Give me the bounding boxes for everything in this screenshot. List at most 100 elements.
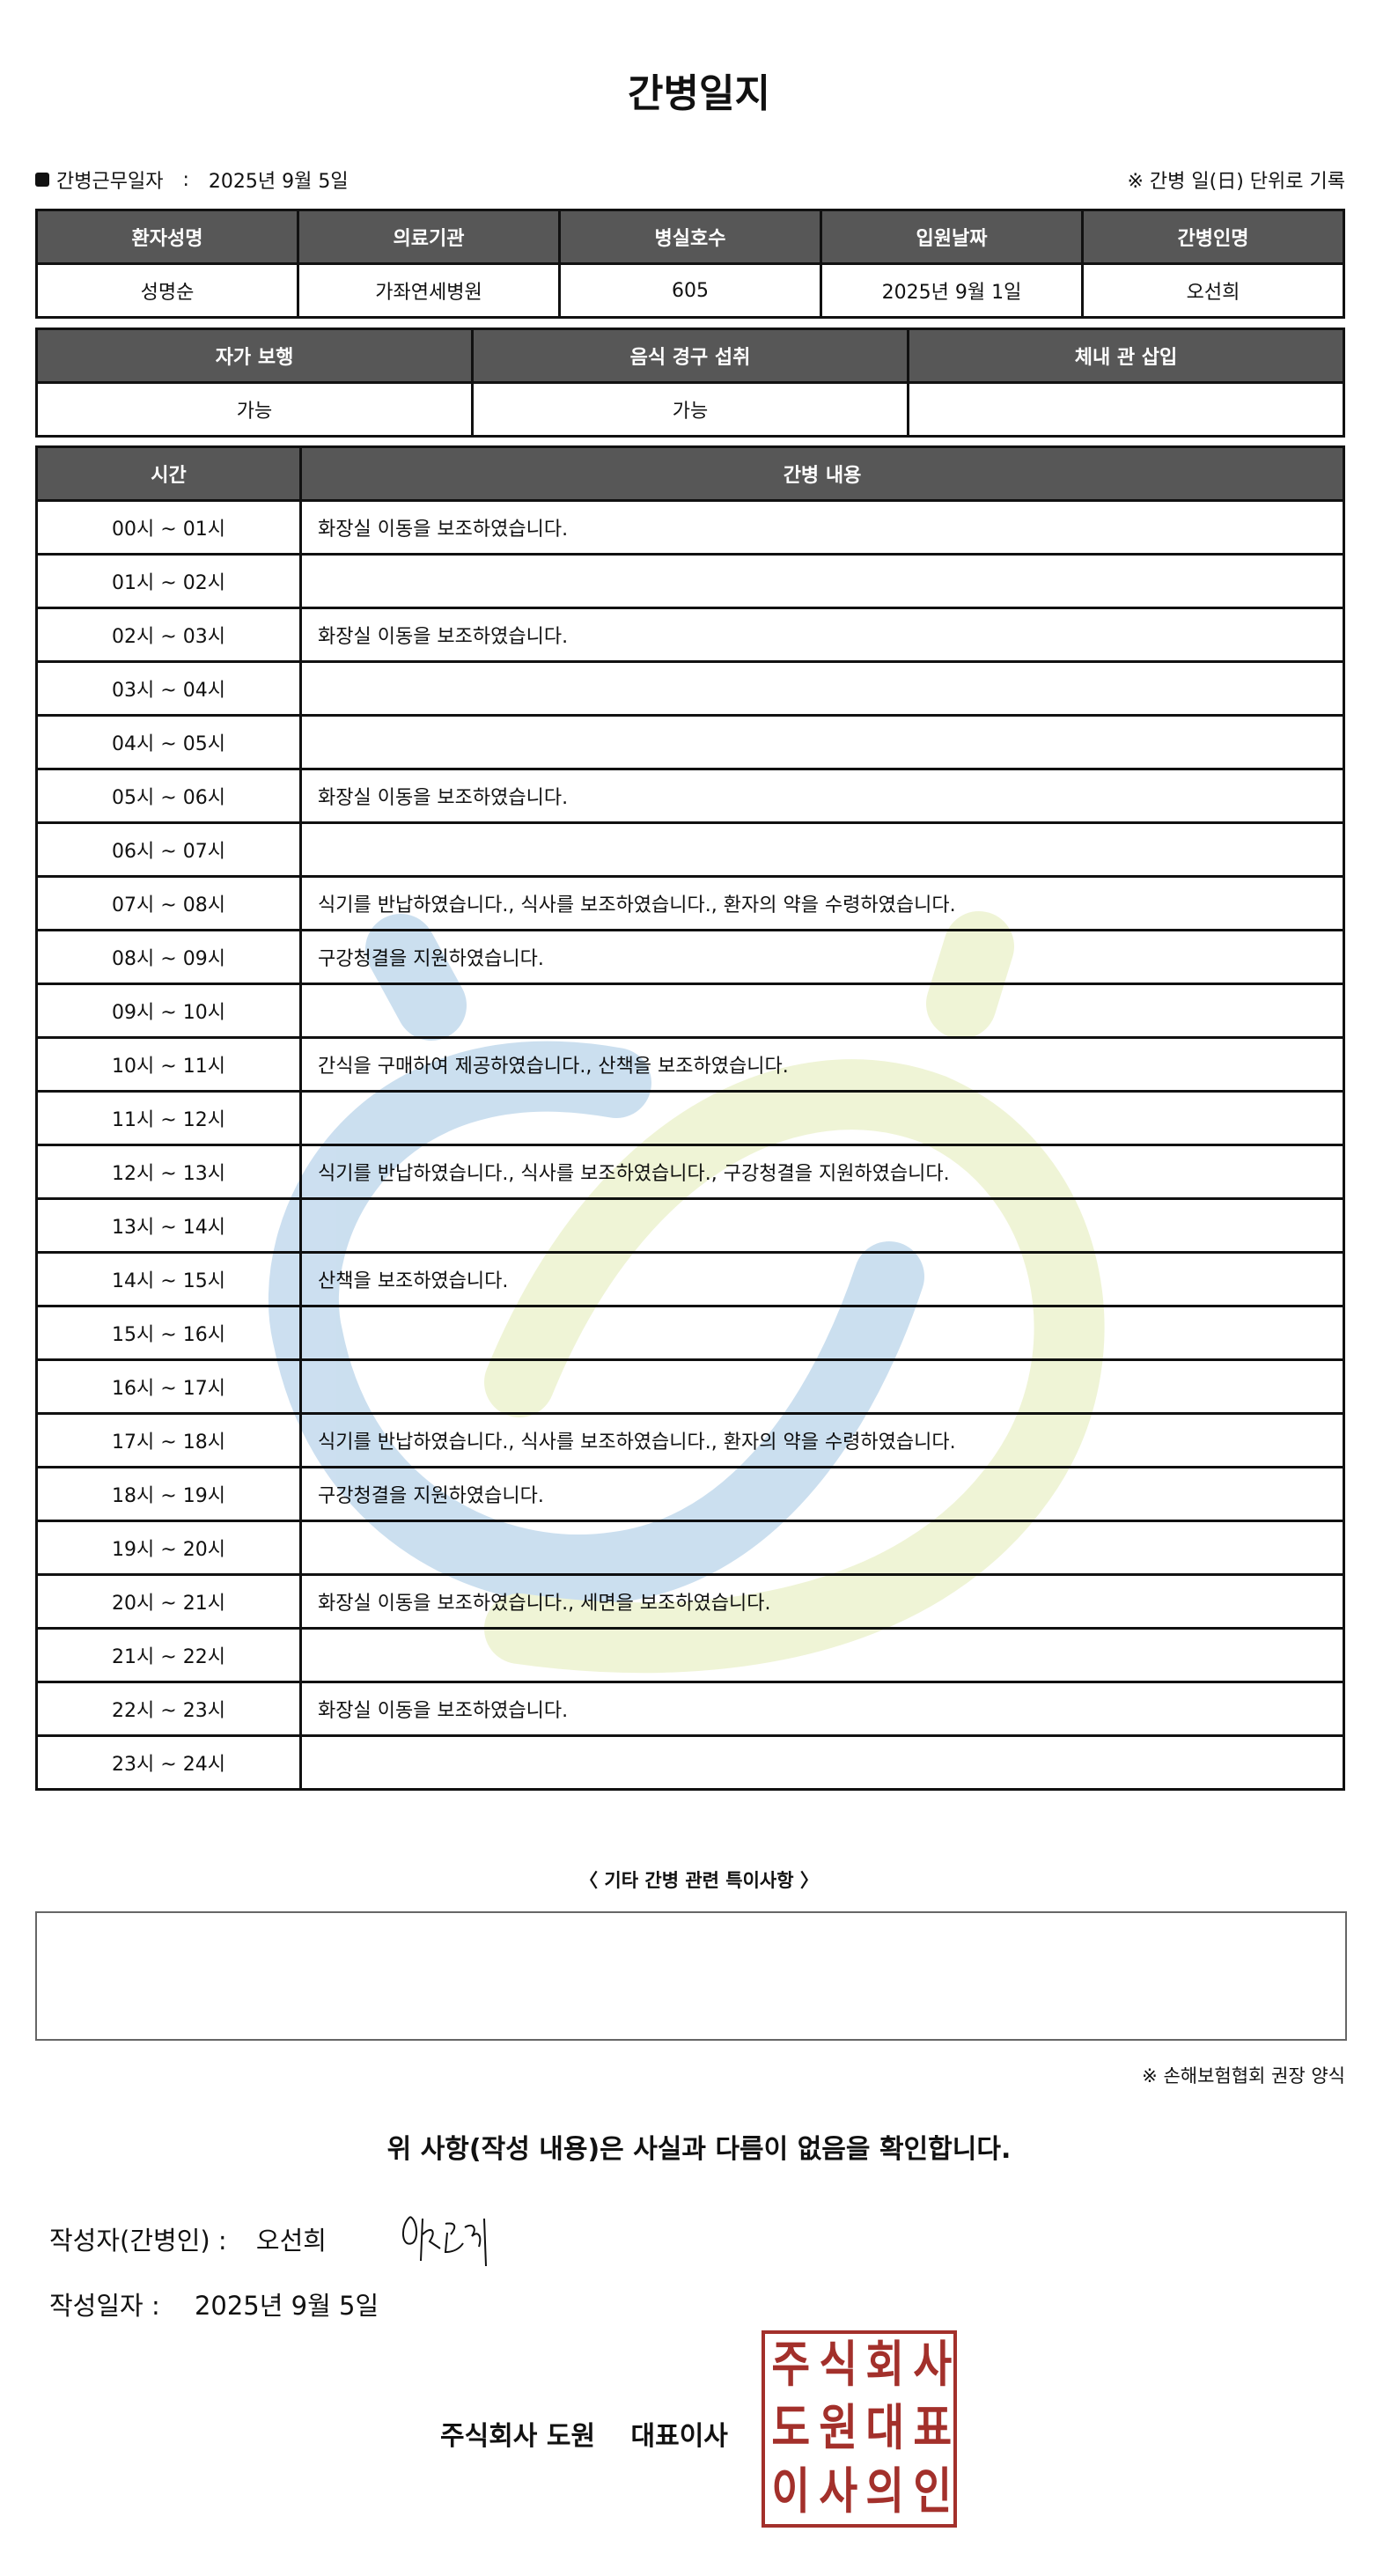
oral-intake-value: 가능 bbox=[471, 381, 909, 438]
header-walking: 자가 보행 bbox=[35, 328, 474, 384]
stamp-character: 표 bbox=[912, 2400, 952, 2457]
stamp-character: 회 bbox=[865, 2337, 904, 2394]
hospital: 가좌연세병원 bbox=[297, 262, 561, 319]
written-date-value: 2025년 9월 5일 bbox=[194, 2291, 379, 2321]
time-cell: 10시 ~ 11시 bbox=[35, 1036, 302, 1093]
header-caregiver: 간병인명 bbox=[1081, 209, 1345, 265]
content-cell: 구강청결을 지원하였습니다. bbox=[299, 929, 1345, 985]
table-row: 11시 ~ 12시 bbox=[35, 1090, 1345, 1146]
content-cell bbox=[299, 1358, 1345, 1415]
time-cell: 21시 ~ 22시 bbox=[35, 1627, 302, 1683]
time-cell: 03시 ~ 04시 bbox=[35, 660, 302, 717]
time-cell: 08시 ~ 09시 bbox=[35, 929, 302, 985]
company-title: 대표이사 bbox=[630, 2421, 728, 2452]
stamp-character: 식 bbox=[818, 2337, 857, 2394]
content-cell bbox=[299, 1627, 1345, 1683]
header-admission-date: 입원날짜 bbox=[820, 209, 1084, 265]
time-cell: 19시 ~ 20시 bbox=[35, 1520, 302, 1576]
time-cell: 22시 ~ 23시 bbox=[35, 1681, 302, 1737]
table-row: 09시 ~ 10시 bbox=[35, 983, 1345, 1039]
time-cell: 09시 ~ 10시 bbox=[35, 983, 302, 1039]
patient-info-table: 환자성명 의료기관 병실호수 입원날짜 간병인명 성명순 가좌연세병원 605 … bbox=[35, 209, 1345, 319]
time-cell: 01시 ~ 02시 bbox=[35, 553, 302, 609]
content-cell bbox=[299, 660, 1345, 717]
care-log-table: 시간 간병 내용 00시 ~ 01시 화장실 이동을 보조하였습니다. 01시 ~ … bbox=[35, 445, 1345, 1791]
time-cell: 06시 ~ 07시 bbox=[35, 821, 302, 878]
content-cell bbox=[299, 1520, 1345, 1576]
company-signature-line: 주식회사 도원 대표이사 bbox=[440, 2414, 728, 2453]
time-cell: 11시 ~ 12시 bbox=[35, 1090, 302, 1146]
writer-line: 작성자(간병인) : 오선희 bbox=[49, 2216, 487, 2267]
content-cell bbox=[299, 983, 1345, 1039]
time-cell: 05시 ~ 06시 bbox=[35, 768, 302, 824]
writer-name: 오선희 bbox=[255, 2226, 327, 2256]
table-row: 13시 ~ 14시 bbox=[35, 1197, 1345, 1254]
room-number: 605 bbox=[558, 262, 822, 319]
content-cell: 식기를 반납하였습니다., 식사를 보조하였습니다., 환자의 약을 수령하였습… bbox=[299, 875, 1345, 931]
admission-date: 2025년 9월 1일 bbox=[820, 262, 1084, 319]
table-row: 04시 ~ 05시 bbox=[35, 714, 1345, 770]
content-cell: 식기를 반납하였습니다., 식사를 보조하였습니다., 구강청결을 지원하였습니… bbox=[299, 1144, 1345, 1200]
notes-label: 〈 기타 간병 관련 특이사항 〉 bbox=[579, 1870, 819, 1891]
recommended-form-note: ※ 손해보험협회 권장 양식 bbox=[1142, 2065, 1345, 2087]
content-cell bbox=[299, 1734, 1345, 1791]
work-date-label: 간병근무일자 bbox=[56, 171, 164, 193]
table-row: 08시 ~ 09시 구강청결을 지원하였습니다. bbox=[35, 929, 1345, 985]
table-row: 19시 ~ 20시 bbox=[35, 1520, 1345, 1576]
content-cell: 화장실 이동을 보조하였습니다. bbox=[299, 1681, 1345, 1737]
header-hospital: 의료기관 bbox=[297, 209, 561, 265]
header-room: 병실호수 bbox=[558, 209, 822, 265]
writer-label: 작성자(간병인) : bbox=[49, 2226, 227, 2256]
content-cell: 화장실 이동을 보조하였습니다. bbox=[299, 768, 1345, 824]
time-cell: 15시 ~ 16시 bbox=[35, 1305, 302, 1361]
time-cell: 00시 ~ 01시 bbox=[35, 499, 302, 556]
caregiver-name: 오선희 bbox=[1081, 262, 1345, 319]
time-cell: 23시 ~ 24시 bbox=[35, 1734, 302, 1791]
header-time: 시간 bbox=[35, 445, 302, 502]
signature-image bbox=[402, 2216, 487, 2267]
colon: : bbox=[182, 168, 189, 191]
table-row: 00시 ~ 01시 화장실 이동을 보조하였습니다. bbox=[35, 499, 1345, 556]
work-date-line: 간병근무일자 : 2025년 9월 5일 bbox=[35, 166, 349, 194]
time-cell: 14시 ~ 15시 bbox=[35, 1251, 302, 1307]
time-cell: 04시 ~ 05시 bbox=[35, 714, 302, 770]
table-row: 16시 ~ 17시 bbox=[35, 1358, 1345, 1415]
stamp-character: 원 bbox=[818, 2400, 857, 2457]
work-date-value: 2025년 9월 5일 bbox=[208, 171, 349, 193]
table-row: 02시 ~ 03시 화장실 이동을 보조하였습니다. bbox=[35, 607, 1345, 663]
table-row: 07시 ~ 08시 식기를 반납하였습니다., 식사를 보조하였습니다., 환자의… bbox=[35, 875, 1345, 931]
written-date-line: 작성일자 : 2025년 9월 5일 bbox=[49, 2285, 379, 2322]
table-row: 05시 ~ 06시 화장실 이동을 보조하였습니다. bbox=[35, 768, 1345, 824]
content-cell bbox=[299, 553, 1345, 609]
stamp-character: 사 bbox=[912, 2337, 952, 2394]
square-bullet-icon bbox=[35, 173, 49, 187]
header-patient-name: 환자성명 bbox=[35, 209, 299, 265]
patient-name: 성명순 bbox=[35, 262, 299, 319]
time-cell: 18시 ~ 19시 bbox=[35, 1466, 302, 1522]
content-cell: 화장실 이동을 보조하였습니다. bbox=[299, 499, 1345, 556]
written-date-label: 작성일자 : bbox=[49, 2291, 160, 2321]
content-cell bbox=[299, 821, 1345, 878]
table-row: 01시 ~ 02시 bbox=[35, 553, 1345, 609]
notes-box bbox=[35, 1911, 1347, 2041]
time-cell: 02시 ~ 03시 bbox=[35, 607, 302, 663]
content-cell: 구강청결을 지원하였습니다. bbox=[299, 1466, 1345, 1522]
patient-status-table: 자가 보행 음식 경구 섭취 체내 관 삽입 가능 가능 bbox=[35, 328, 1345, 438]
table-row: 17시 ~ 18시 식기를 반납하였습니다., 식사를 보조하였습니다., 환자의… bbox=[35, 1412, 1345, 1468]
content-cell: 화장실 이동을 보조하였습니다., 세면을 보조하였습니다. bbox=[299, 1573, 1345, 1630]
table-row: 21시 ~ 22시 bbox=[35, 1627, 1345, 1683]
content-cell: 화장실 이동을 보조하였습니다. bbox=[299, 607, 1345, 663]
stamp-character: 인 bbox=[912, 2463, 952, 2521]
table-row: 20시 ~ 21시 화장실 이동을 보조하였습니다., 세면을 보조하였습니다. bbox=[35, 1573, 1345, 1630]
content-cell bbox=[299, 714, 1345, 770]
time-cell: 13시 ~ 14시 bbox=[35, 1197, 302, 1254]
table-row: 12시 ~ 13시 식기를 반납하였습니다., 식사를 보조하였습니다., 구강청… bbox=[35, 1144, 1345, 1200]
time-cell: 12시 ~ 13시 bbox=[35, 1144, 302, 1200]
page-title: 간병일지 bbox=[628, 71, 770, 116]
table-row: 03시 ~ 04시 bbox=[35, 660, 1345, 717]
table-row: 15시 ~ 16시 bbox=[35, 1305, 1345, 1361]
header-oral-intake: 음식 경구 섭취 bbox=[471, 328, 909, 384]
table-row: 14시 ~ 15시 산책을 보조하였습니다. bbox=[35, 1251, 1345, 1307]
content-cell bbox=[299, 1197, 1345, 1254]
